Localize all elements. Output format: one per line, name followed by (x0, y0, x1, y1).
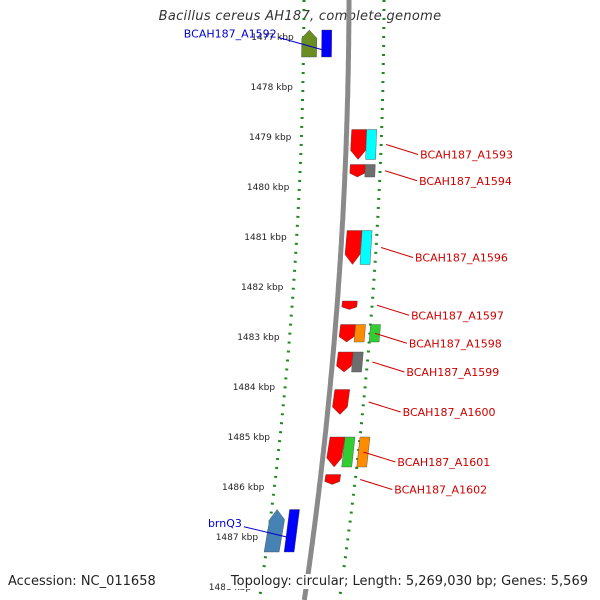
gene-block[interactable] (368, 324, 381, 343)
gene-block[interactable] (349, 164, 366, 178)
ruler-label: 1479 kbp (249, 133, 292, 143)
leader-line (368, 401, 401, 413)
gene-BCAH187_A1596[interactable]: BCAH187_A1596 (344, 230, 508, 265)
gene-block[interactable] (353, 324, 366, 343)
map-title: Bacillus cereus AH187, complete genome (158, 9, 442, 24)
gene-block[interactable] (283, 509, 300, 553)
gene-label: BCAH187_A1594 (419, 175, 512, 188)
gene-BCAH187_A1602[interactable]: BCAH187_A1602 (324, 474, 487, 497)
ruler-label: 1481 kbp (244, 233, 287, 243)
ruler-label: 1480 kbp (247, 183, 290, 193)
leader-line (372, 361, 405, 373)
gene-BCAH187_A1598[interactable]: BCAH187_A1598 (338, 324, 502, 351)
gene-block[interactable] (326, 436, 346, 468)
leader-line (374, 332, 408, 344)
leader-line (385, 144, 419, 155)
ruler-label: 1484 kbp (233, 383, 276, 393)
leader-line (384, 170, 418, 182)
gene-BCAH187_A1601[interactable]: BCAH187_A1601 (326, 436, 491, 469)
gene-block[interactable] (356, 436, 371, 468)
ruler-label: 1485 kbp (228, 433, 271, 443)
ruler-label: 1483 kbp (237, 333, 280, 343)
gene-block[interactable] (324, 474, 342, 485)
gene-label: BCAH187_A1592 (184, 28, 277, 41)
gene-label: BCAH187_A1597 (411, 309, 504, 322)
leader-line (363, 451, 396, 463)
gene-features: BCAH187_A1592 BCAH187_A1593 BCAH187_A1594 B… (184, 28, 513, 553)
ruler-label: 1487 kbp (216, 533, 259, 543)
right-dotted-ring (337, 0, 386, 600)
leader-line (380, 247, 414, 258)
gene-block[interactable] (341, 300, 358, 310)
gene-block[interactable] (350, 129, 367, 160)
leader-line (376, 304, 410, 316)
gene-label: BCAH187_A1600 (403, 406, 496, 419)
gene-block[interactable] (338, 324, 356, 343)
leader-line (243, 526, 295, 540)
backbone-line (301, 0, 352, 600)
accession-text: Accession: NC_011658 (8, 574, 162, 589)
gene-block[interactable] (332, 389, 351, 415)
gene-block[interactable] (359, 230, 373, 265)
gene-block[interactable] (344, 230, 363, 265)
gene-BCAH187_A1593[interactable]: BCAH187_A1593 (350, 129, 513, 162)
gene-label: BCAH187_A1599 (406, 366, 499, 379)
gene-BCAH187_A1592[interactable]: BCAH187_A1592 (184, 28, 333, 58)
gene-block[interactable] (364, 164, 376, 178)
gene-BCAH187_A1599[interactable]: BCAH187_A1599 (336, 351, 500, 379)
gene-BCAH187_A1597[interactable]: BCAH187_A1597 (341, 300, 504, 322)
gene-label: BCAH187_A1598 (409, 337, 502, 350)
ruler-label: 1477 kbp (251, 33, 294, 43)
gene-label: BCAH187_A1593 (420, 149, 513, 162)
right-tick-ring (337, 0, 386, 600)
gene-BCAH187_A1594[interactable]: BCAH187_A1594 (349, 164, 512, 188)
ruler-label: 1482 kbp (241, 283, 284, 293)
gene-BCAH187_A1600[interactable]: BCAH187_A1600 (332, 389, 496, 420)
gene-block[interactable] (365, 129, 377, 160)
gene-block[interactable] (336, 351, 354, 373)
leader-line (278, 37, 329, 52)
gene-block[interactable] (321, 29, 333, 58)
gene-label: BCAH187_A1596 (415, 252, 508, 265)
gene-block[interactable] (341, 436, 356, 468)
gene-block[interactable] (351, 351, 364, 373)
gene-block[interactable] (263, 509, 285, 553)
gene-label: BCAH187_A1602 (394, 484, 487, 497)
gene-brnQ3[interactable]: brnQ3 (208, 509, 300, 553)
position-ruler: 1477 kbp 1478 kbp 1479 kbp 1480 kbp 1481 kbp… (209, 33, 294, 593)
gene-label: brnQ3 (208, 517, 242, 530)
ruler-label: 1478 kbp (250, 83, 293, 93)
gene-label: BCAH187_A1601 (397, 456, 490, 469)
topology-text: Topology: circular; Length: 5,269,030 bp… (224, 574, 588, 589)
leader-line (360, 479, 393, 490)
left-dotted-ring (257, 0, 306, 600)
ruler-label: 1486 kbp (222, 483, 265, 493)
gene-block[interactable] (301, 29, 318, 58)
left-tick-ring (257, 0, 306, 600)
genome-backbone (301, 0, 352, 600)
